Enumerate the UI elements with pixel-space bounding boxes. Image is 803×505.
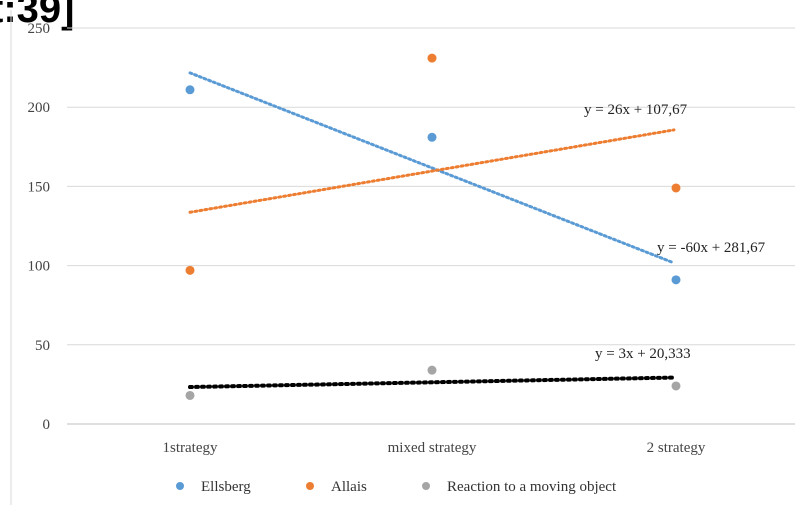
point-reaction-to-a-moving-object-2 [671, 381, 681, 391]
point-reaction-to-a-moving-object-0 [185, 390, 195, 400]
trendline-allais [188, 128, 676, 214]
point-ellsberg-0 [185, 85, 195, 95]
trendline-ellsberg [188, 71, 676, 265]
data-points [185, 53, 681, 400]
point-allais-2 [671, 183, 681, 193]
title-fragment: t:39] [0, 0, 74, 31]
legend-marker [306, 482, 314, 490]
y-tick-label: 50 [35, 338, 50, 354]
point-ellsberg-1 [427, 132, 437, 142]
legend: Ellsberg Allais Reaction to a moving objec… [176, 479, 617, 495]
legend-marker [176, 482, 184, 490]
legend-label: Reaction to a moving object [447, 479, 617, 495]
y-tick-label: 100 [28, 259, 51, 275]
trendline-equation: y = -60x + 281,67 [657, 240, 766, 256]
x-tick-label: mixed strategy [388, 440, 477, 456]
y-tick-label: 150 [28, 179, 51, 195]
x-axis-ticks: 1strategy mixed strategy 2 strategy [163, 440, 706, 456]
y-tick-label: 0 [43, 417, 51, 433]
x-tick-label: 1strategy [163, 440, 218, 456]
point-allais-0 [185, 265, 195, 275]
trendlines [188, 71, 676, 390]
gridlines [67, 27, 795, 425]
point-ellsberg-2 [671, 275, 681, 285]
point-reaction-to-a-moving-object-1 [427, 365, 437, 375]
x-tick-label: 2 strategy [647, 440, 706, 456]
y-tick-label: 250 [28, 21, 51, 37]
y-tick-label: 200 [28, 100, 51, 116]
trendline-equations: y = -60x + 281,67 y = 26x + 107,67 y = 3x … [584, 102, 766, 362]
point-allais-1 [427, 53, 437, 63]
y-axis-ticks: 0 50 100 150 200 250 [28, 21, 51, 433]
legend-label: Allais [331, 479, 367, 495]
trendline-equation: y = 3x + 20,333 [595, 346, 691, 362]
trendline-reaction-to-a-moving-object [188, 375, 676, 390]
legend-marker [422, 482, 430, 490]
trendline-equation: y = 26x + 107,67 [584, 102, 688, 118]
legend-label: Ellsberg [201, 479, 251, 495]
